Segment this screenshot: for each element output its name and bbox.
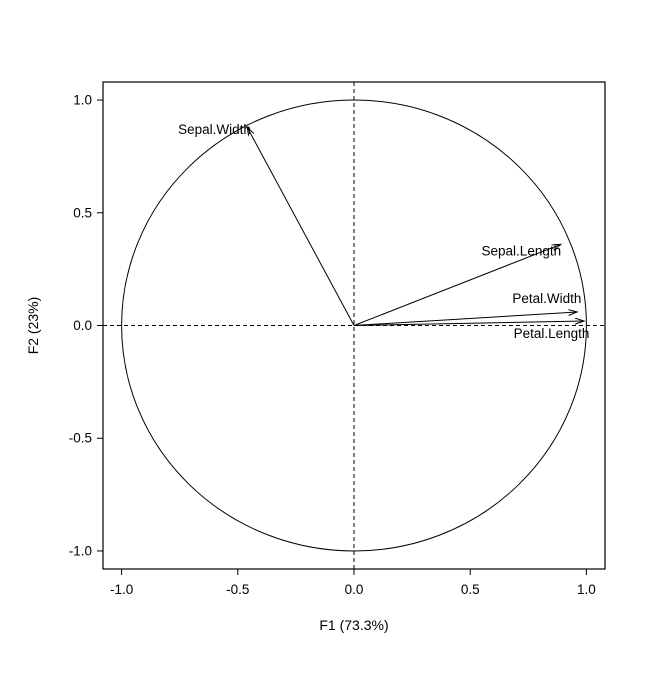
y-tick-label: 0.5	[73, 205, 92, 220]
y-tick-label: -1.0	[69, 543, 92, 558]
vector-label-petal-length: Petal.Length	[514, 326, 590, 341]
vector-arrow-sepal-length	[353, 244, 561, 326]
vector-label-petal-width: Petal.Width	[512, 291, 581, 306]
unit-circle	[121, 99, 587, 552]
vector-arrow-sepal-width	[247, 127, 355, 326]
x-tick-label: -0.5	[226, 582, 249, 597]
x-tick-label: 1.0	[577, 582, 596, 597]
vector-label-sepal-length: Sepal.Length	[482, 244, 562, 259]
vector-arrow-petal-length	[353, 321, 584, 326]
vector-arrow-petal-width	[353, 312, 577, 326]
y-tick-label: 1.0	[73, 93, 92, 108]
x-tick-label: 0.5	[461, 582, 480, 597]
y-tick-label: -0.5	[69, 431, 92, 446]
x-tick-label: 0.0	[345, 582, 364, 597]
x-tick-label: -1.0	[110, 582, 133, 597]
y-tick-label: 0.0	[73, 318, 92, 333]
vector-label-sepal-width: Sepal.Width	[178, 122, 251, 137]
x-axis-label: F1 (73.3%)	[319, 617, 388, 633]
y-axis-label: F2 (23%)	[25, 297, 41, 355]
